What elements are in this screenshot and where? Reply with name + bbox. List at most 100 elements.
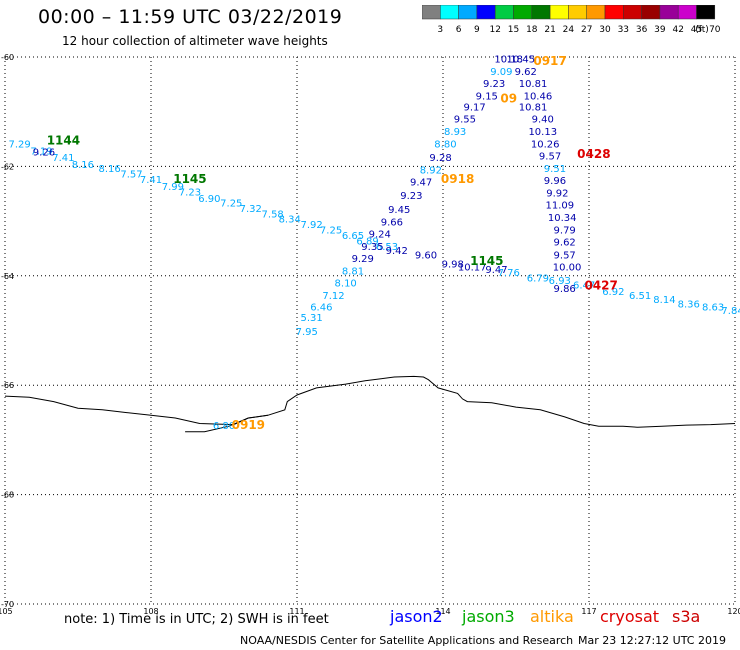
swh-value: 8.36 [678, 300, 700, 311]
lat-tick-label: -66 [1, 381, 14, 390]
swh-value: 9.60 [415, 250, 437, 261]
swh-value: 7.57 [120, 169, 142, 180]
coastline [4, 375, 736, 428]
swh-value: 10.00 [553, 262, 582, 273]
satellite-legend-altika: altika [530, 607, 574, 626]
swh-value: 8.16 [72, 160, 94, 171]
swh-value: 7.76 [498, 268, 520, 279]
swh-value: 10.45 [507, 54, 536, 65]
page-title: 00:00 – 11:59 UTC 03/22/2019 [38, 6, 343, 28]
swh-value: 9.98 [442, 260, 464, 271]
swh-value: 7.41 [52, 153, 74, 164]
scale-label: 9 [474, 25, 480, 35]
lon-tick-label: 105 [0, 607, 13, 616]
scale-swatch [696, 5, 716, 20]
lon-tick-label: 111 [289, 607, 304, 616]
swh-value: 7.12 [322, 291, 344, 302]
swh-value: 6.79 [527, 273, 549, 284]
scale-label: 12 [489, 25, 500, 35]
scale-label: 36 [636, 25, 648, 35]
pass-time-label: 0917 [533, 54, 566, 68]
swh-value: 10.81 [519, 103, 548, 114]
swh-value: 8.92 [420, 166, 442, 177]
swh-value: 9.17 [464, 103, 486, 114]
lat-tick-label: -70 [1, 600, 14, 609]
scale-label: 33 [618, 25, 629, 35]
scale-unit: (ft) [695, 25, 709, 35]
coastline-inlet [185, 414, 268, 433]
satellite-legend-cryosat: cryosat [600, 607, 660, 626]
swh-value: 9.92 [546, 188, 568, 199]
swh-value: 6.93 [549, 276, 571, 287]
scale-label: 27 [581, 25, 592, 35]
scale-label: 15 [508, 25, 519, 35]
swh-value: 9.40 [532, 115, 554, 126]
swh-value: 9.09 [490, 67, 512, 78]
swh-value: 5.31 [300, 313, 322, 324]
swh-value: 7.99 [162, 182, 184, 193]
satellite-legend-jason2: jason2 [390, 607, 443, 626]
swh-value: 9.15 [476, 92, 498, 103]
swh-value: 10.18 [494, 54, 523, 65]
swh-value: 9.26 [33, 147, 55, 158]
swh-value: 8.34 [279, 215, 301, 226]
swh-value: 9.96 [544, 176, 566, 187]
credit-line: NOAA/NESDIS Center for Satellite Applica… [240, 634, 574, 647]
swh-value: 7.95 [296, 327, 318, 338]
swh-value: 7.41 [140, 175, 162, 186]
pass-time-label: 09 [500, 91, 517, 105]
swh-value: 6.90 [198, 194, 220, 205]
swh-value: 9.47 [485, 265, 507, 276]
scale-label: 21 [544, 25, 555, 35]
swh-value: 10.13 [528, 127, 557, 138]
pass-time-label: 1145 [470, 254, 503, 268]
swh-value: 9.23 [400, 191, 422, 202]
pass-time-label: 0428 [577, 147, 610, 161]
generated-timestamp: Mar 23 12:27:12 UTC 2019 [578, 634, 726, 647]
pass-time-label: 0918 [441, 172, 474, 186]
swh-value: 6.51 [629, 291, 651, 302]
swh-value: 6.47 [573, 280, 595, 291]
swh-value: 10.34 [548, 213, 577, 224]
swh-value: 8.63 [702, 302, 724, 313]
swh-value: 10.17 [458, 262, 487, 273]
lon-tick-label: 117 [581, 607, 596, 616]
swh-value: 9.35 [361, 242, 383, 253]
swh-value: 6.89 [356, 237, 378, 248]
swh-value: 8.14 [653, 295, 675, 306]
lon-tick-label: 120 [727, 607, 740, 616]
page-subtitle: 12 hour collection of altimeter wave hei… [62, 34, 328, 48]
swh-value: 8.93 [444, 127, 466, 138]
swh-value: 11.09 [545, 201, 574, 212]
swh-value: 9.29 [352, 254, 374, 265]
scale-label: 6 [456, 25, 462, 35]
swh-value: 9.51 [544, 164, 566, 175]
swh-value: 9.57 [539, 151, 561, 162]
pass-time-label: 0919 [232, 418, 265, 432]
scale-label: 70 [709, 25, 721, 35]
swh-value: 9.47 [410, 178, 432, 189]
satellite-legend-s3a: s3a [672, 607, 701, 626]
swh-value: 7.25 [320, 226, 342, 237]
swh-value: 9.79 [554, 226, 576, 237]
swh-value: 7.58 [262, 209, 284, 220]
swh-value: 7.32 [240, 204, 262, 215]
swh-value: 9.62 [554, 238, 576, 249]
swh-value: 9.55 [454, 115, 476, 126]
swh-value: 8.16 [99, 164, 121, 175]
swh-value: 6.53 [376, 242, 398, 253]
lat-tick-label: -62 [1, 162, 14, 171]
pass-time-label: 0427 [584, 278, 617, 292]
pass-time-label: 1144 [47, 134, 80, 148]
swh-value: 9.62 [515, 67, 537, 78]
swh-value: 9.57 [554, 250, 576, 261]
scale-label: 45 [691, 25, 702, 35]
swh-value: 8.81 [342, 267, 364, 278]
swh-value: 8.10 [335, 279, 357, 290]
swh-value: 7.84 [721, 306, 740, 317]
swh-value: 6.92 [602, 287, 624, 298]
swh-value: 10.81 [519, 79, 548, 90]
lat-tick-label: -60 [1, 53, 14, 62]
swh-value: 9.86 [554, 284, 576, 295]
